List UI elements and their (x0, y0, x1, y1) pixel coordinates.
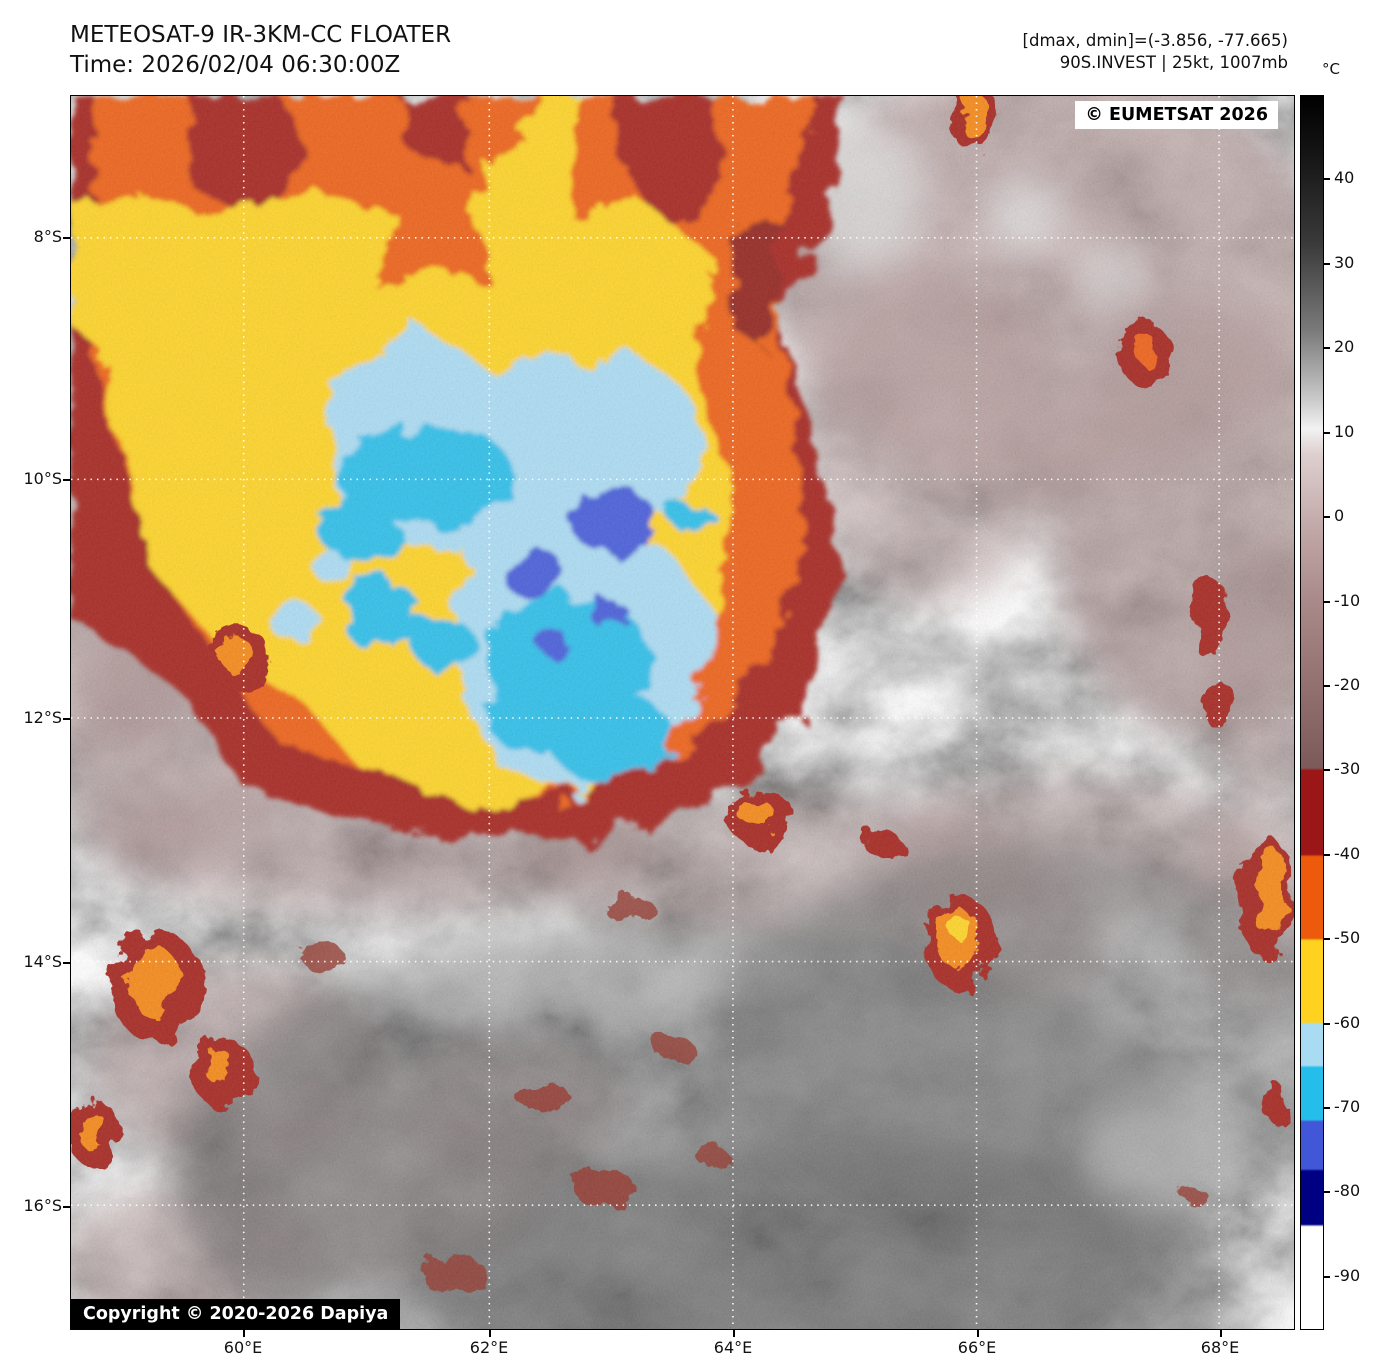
cbar-tick-n40: -40 (1334, 844, 1361, 863)
colorbar-tick-mark (1324, 1276, 1330, 1278)
lon-label-64e: 64°E (713, 1338, 753, 1357)
lat-label-8s: 8°S (33, 227, 62, 246)
storm-info: 90S.INVEST | 25kt, 1007mb (1059, 53, 1288, 72)
cbar-tick-n80: -80 (1334, 1181, 1361, 1200)
graticule-grid (71, 96, 1294, 1329)
colorbar-tick-mark (1324, 432, 1330, 434)
y-axis-tick-mark (63, 962, 70, 964)
pixel-grain-overlay (71, 96, 1294, 1329)
x-axis-tick-mark (489, 1330, 491, 1337)
x-axis-tick-mark (243, 1330, 245, 1337)
cbar-tick-n10: -10 (1334, 591, 1361, 610)
cbar-tick-10: 10 (1334, 422, 1355, 441)
colorbar-tick-mark (1324, 1191, 1330, 1193)
colorbar-tick-mark (1324, 769, 1330, 771)
lon-label-62e: 62°E (469, 1338, 509, 1357)
cbar-tick-0: 0 (1334, 506, 1345, 525)
lat-label-16s: 16°S (23, 1196, 62, 1215)
copyright-badge: Copyright © 2020-2026 Dapiya (71, 1299, 401, 1329)
dmax-dmin-info: [dmax, dmin]=(-3.856, -77.665) (1022, 31, 1288, 50)
cbar-tick-n90: -90 (1334, 1266, 1361, 1285)
y-axis-tick-mark (63, 718, 70, 720)
lat-label-10s: 10°S (23, 469, 62, 488)
lon-label-68e: 68°E (1200, 1338, 1240, 1357)
colorbar-tick-mark (1324, 938, 1330, 940)
colorbar-tick-mark (1324, 178, 1330, 180)
lat-label-12s: 12°S (23, 708, 62, 727)
lat-label-14s: 14°S (23, 952, 62, 971)
cbar-tick-n50: -50 (1334, 928, 1361, 947)
lon-label-60e: 60°E (223, 1338, 263, 1357)
cbar-tick-20: 20 (1334, 337, 1355, 356)
colorbar-tick-mark (1324, 347, 1330, 349)
cbar-tick-40: 40 (1334, 168, 1355, 187)
colorbar-tick-mark (1324, 601, 1330, 603)
colorbar-tick-mark (1324, 1107, 1330, 1109)
colorbar-tick-mark (1324, 685, 1330, 687)
title-block: METEOSAT-9 IR-3KM-CC FLOATER Time: 2026/… (70, 20, 451, 80)
info-block: [dmax, dmin]=(-3.856, -77.665) 90S.INVES… (1023, 30, 1288, 74)
x-axis-tick-mark (977, 1330, 979, 1337)
lon-label-66e: 66°E (957, 1338, 997, 1357)
colorbar-unit-label: °C (1322, 60, 1340, 78)
satellite-map: © EUMETSAT 2026 Copyright © 2020-2026 Da… (70, 95, 1295, 1330)
colorbar-tick-mark (1324, 1023, 1330, 1025)
eumetsat-badge: © EUMETSAT 2026 (1075, 101, 1278, 129)
colorbar-tick-mark (1324, 263, 1330, 265)
cbar-tick-n70: -70 (1334, 1097, 1361, 1116)
cbar-tick-n30: -30 (1334, 759, 1361, 778)
colorbar-tick-mark (1324, 854, 1330, 856)
satellite-imagery (71, 96, 1294, 1329)
x-axis-tick-mark (1220, 1330, 1222, 1337)
product-time: Time: 2026/02/04 06:30:00Z (70, 52, 401, 78)
product-title: METEOSAT-9 IR-3KM-CC FLOATER (70, 22, 452, 48)
x-axis-tick-mark (733, 1330, 735, 1337)
cbar-tick-n20: -20 (1334, 675, 1361, 694)
y-axis-tick-mark (63, 1206, 70, 1208)
colorbar-tick-mark (1324, 516, 1330, 518)
y-axis-tick-mark (63, 479, 70, 481)
temperature-colorbar (1300, 95, 1324, 1330)
y-axis-tick-mark (63, 237, 70, 239)
cbar-tick-30: 30 (1334, 253, 1355, 272)
cbar-tick-n60: -60 (1334, 1013, 1361, 1032)
